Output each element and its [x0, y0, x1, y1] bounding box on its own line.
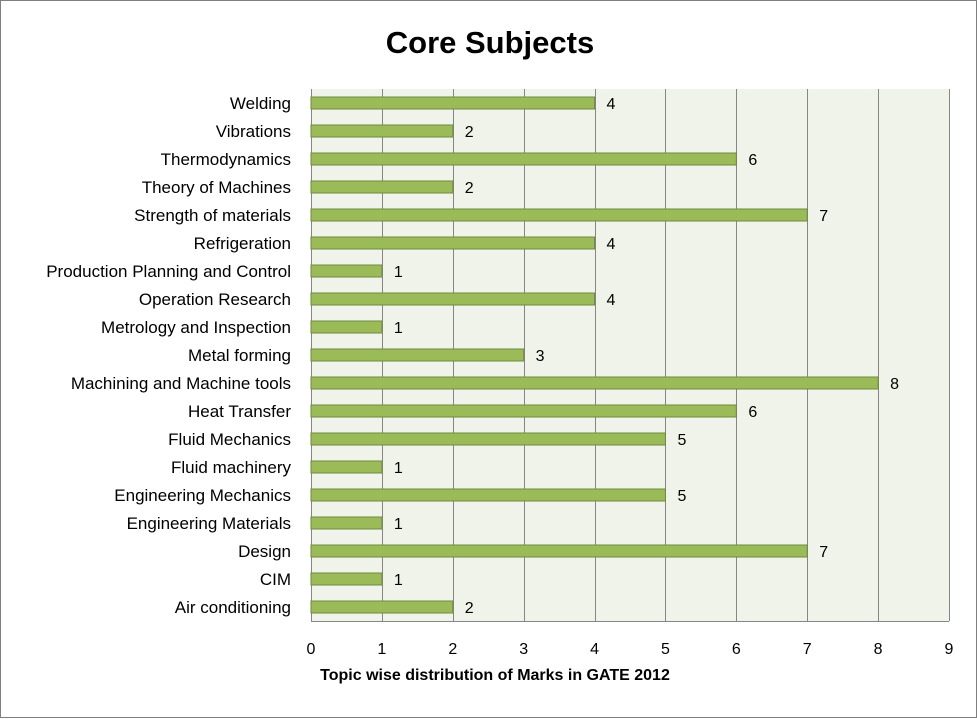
x-tick-label: 9 [945, 641, 954, 658]
bar [310, 348, 525, 362]
data-label: 3 [536, 348, 545, 365]
data-label: 4 [607, 96, 616, 113]
x-tick-label: 4 [590, 641, 599, 658]
category-label: Metrology and Inspection [101, 318, 291, 337]
category-label: Operation Research [139, 290, 291, 309]
x-tick-label: 0 [307, 641, 316, 658]
category-label: Strength of materials [134, 206, 291, 225]
data-label: 8 [890, 376, 899, 393]
category-label: Heat Transfer [188, 402, 291, 421]
x-axis-ticks: 0 1 2 3 4 5 6 7 8 9 [307, 641, 954, 658]
bar [310, 544, 808, 558]
bar [310, 152, 737, 166]
bar [310, 292, 596, 306]
data-label: 1 [394, 516, 403, 533]
data-label: 7 [819, 544, 828, 561]
bar [310, 572, 383, 586]
data-label: 2 [465, 600, 474, 617]
data-label: 4 [607, 236, 616, 253]
bars [310, 96, 879, 614]
bar [310, 516, 383, 530]
bar [310, 264, 383, 278]
data-label: 4 [607, 292, 616, 309]
category-label: Engineering Materials [127, 514, 291, 533]
category-label: Welding [230, 94, 291, 113]
x-tick-label: 1 [377, 641, 386, 658]
data-label: 1 [394, 264, 403, 281]
data-label: 5 [677, 432, 686, 449]
category-label: Engineering Mechanics [114, 486, 291, 505]
data-label: 5 [677, 488, 686, 505]
category-label: Theory of Machines [142, 178, 291, 197]
x-tick-label: 8 [874, 641, 883, 658]
x-tick-label: 7 [803, 641, 812, 658]
x-axis-title: Topic wise distribution of Marks in GATE… [320, 667, 670, 684]
data-label: 1 [394, 572, 403, 589]
bar [310, 180, 454, 194]
category-label: Design [238, 542, 291, 561]
category-label: Metal forming [188, 346, 291, 365]
category-label: Fluid Mechanics [168, 430, 291, 449]
data-label: 2 [465, 124, 474, 141]
x-tick-label: 6 [732, 641, 741, 658]
x-tick-label: 5 [661, 641, 670, 658]
data-labels: 2 1 7 1 5 1 5 6 8 3 1 4 1 4 7 2 6 2 4 [394, 96, 899, 617]
category-label: CIM [260, 570, 291, 589]
bar [310, 124, 454, 138]
data-label: 6 [748, 404, 757, 421]
data-label: 7 [819, 208, 828, 225]
x-tick-label: 2 [448, 641, 457, 658]
bar [310, 96, 596, 110]
category-labels: Air conditioning CIM Design Engineering Mat… [46, 94, 291, 617]
category-label: Air conditioning [175, 598, 291, 617]
data-label: 1 [394, 320, 403, 337]
category-label: Refrigeration [194, 234, 291, 253]
bar [310, 320, 383, 334]
bar [310, 376, 879, 390]
category-label: Machining and Machine tools [71, 374, 291, 393]
category-label: Fluid machinery [171, 458, 291, 477]
bar [310, 600, 454, 614]
bar [310, 208, 808, 222]
category-label: Production Planning and Control [46, 262, 291, 281]
bar [310, 404, 737, 418]
data-label: 1 [394, 460, 403, 477]
chart-title: Core Subjects [386, 25, 594, 60]
bar [310, 236, 596, 250]
data-label: 6 [748, 152, 757, 169]
category-label: Vibrations [216, 122, 291, 141]
bar [310, 488, 666, 502]
bar [310, 460, 383, 474]
bar [310, 432, 666, 446]
data-label: 2 [465, 180, 474, 197]
category-label: Thermodynamics [161, 150, 291, 169]
x-tick-label: 3 [519, 641, 528, 658]
